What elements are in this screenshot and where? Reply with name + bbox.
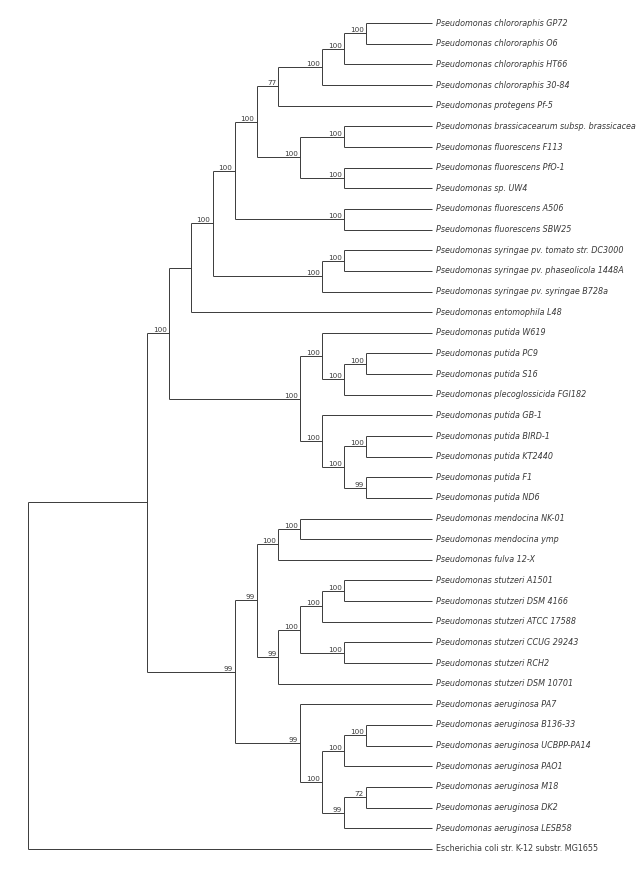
Text: 100: 100	[328, 255, 342, 261]
Text: 100: 100	[153, 327, 167, 333]
Text: Pseudomonas aeruginosa UCBPP-PA14: Pseudomonas aeruginosa UCBPP-PA14	[436, 741, 590, 750]
Text: 100: 100	[328, 43, 342, 49]
Text: Pseudomonas aeruginosa PAO1: Pseudomonas aeruginosa PAO1	[436, 762, 562, 771]
Text: Pseudomonas aeruginosa B136-33: Pseudomonas aeruginosa B136-33	[436, 720, 575, 730]
Text: Pseudomonas chlororaphis HT66: Pseudomonas chlororaphis HT66	[436, 60, 567, 69]
Text: 100: 100	[328, 214, 342, 219]
Text: Escherichia coli str. K-12 substr. MG1655: Escherichia coli str. K-12 substr. MG165…	[436, 844, 598, 854]
Text: Pseudomonas aeruginosa M18: Pseudomonas aeruginosa M18	[436, 782, 558, 792]
Text: Pseudomonas stutzeri ATCC 17588: Pseudomonas stutzeri ATCC 17588	[436, 617, 576, 626]
Text: Pseudomonas fluorescens SBW25: Pseudomonas fluorescens SBW25	[436, 225, 571, 234]
Text: Pseudomonas putida F1: Pseudomonas putida F1	[436, 473, 532, 482]
Text: Pseudomonas stutzeri CCUG 29243: Pseudomonas stutzeri CCUG 29243	[436, 638, 578, 647]
Text: 100: 100	[307, 270, 320, 276]
Text: 100: 100	[307, 350, 320, 356]
Text: Pseudomonas putida S16: Pseudomonas putida S16	[436, 370, 537, 378]
Text: 99: 99	[333, 807, 342, 813]
Text: Pseudomonas plecoglossicida FGI182: Pseudomonas plecoglossicida FGI182	[436, 390, 586, 399]
Text: 72: 72	[355, 791, 364, 797]
Text: Pseudomonas putida GB-1: Pseudomonas putida GB-1	[436, 411, 542, 419]
Text: 100: 100	[284, 623, 298, 630]
Text: Pseudomonas brassicacearum subsp. brassicacearum NFM421: Pseudomonas brassicacearum subsp. brassi…	[436, 122, 636, 131]
Text: Pseudomonas stutzeri RCH2: Pseudomonas stutzeri RCH2	[436, 658, 549, 668]
Text: 99: 99	[223, 665, 232, 671]
Text: 99: 99	[355, 481, 364, 487]
Text: Pseudomonas mendocina NK-01: Pseudomonas mendocina NK-01	[436, 514, 564, 523]
Text: 99: 99	[267, 651, 276, 657]
Text: Pseudomonas sp. UW4: Pseudomonas sp. UW4	[436, 184, 527, 193]
Text: 100: 100	[328, 647, 342, 653]
Text: Pseudomonas putida KT2440: Pseudomonas putida KT2440	[436, 453, 553, 461]
Text: 100: 100	[307, 600, 320, 606]
Text: Pseudomonas chlororaphis 30-84: Pseudomonas chlororaphis 30-84	[436, 80, 569, 90]
Text: 100: 100	[307, 61, 320, 67]
Text: Pseudomonas chlororaphis GP72: Pseudomonas chlororaphis GP72	[436, 18, 567, 28]
Text: Pseudomonas syringae pv. tomato str. DC3000: Pseudomonas syringae pv. tomato str. DC3…	[436, 246, 623, 255]
Text: Pseudomonas aeruginosa DK2: Pseudomonas aeruginosa DK2	[436, 803, 557, 812]
Text: 100: 100	[350, 440, 364, 446]
Text: Pseudomonas fluorescens A506: Pseudomonas fluorescens A506	[436, 204, 563, 214]
Text: Pseudomonas aeruginosa LESB58: Pseudomonas aeruginosa LESB58	[436, 824, 571, 833]
Text: 100: 100	[350, 729, 364, 735]
Text: 100: 100	[284, 392, 298, 399]
Text: 100: 100	[328, 172, 342, 178]
Text: Pseudomonas mendocina ymp: Pseudomonas mendocina ymp	[436, 535, 558, 544]
Text: Pseudomonas syringae pv. syringae B728a: Pseudomonas syringae pv. syringae B728a	[436, 287, 607, 296]
Text: 100: 100	[307, 776, 320, 781]
Text: Pseudomonas fluorescens F113: Pseudomonas fluorescens F113	[436, 142, 562, 152]
Text: 100: 100	[350, 28, 364, 33]
Text: Pseudomonas stutzeri DSM 10701: Pseudomonas stutzeri DSM 10701	[436, 679, 573, 688]
Text: Pseudomonas fulva 12-X: Pseudomonas fulva 12-X	[436, 555, 535, 564]
Text: 100: 100	[263, 538, 276, 544]
Text: 100: 100	[350, 358, 364, 364]
Text: Pseudomonas entomophila L48: Pseudomonas entomophila L48	[436, 308, 562, 317]
Text: Pseudomonas stutzeri DSM 4166: Pseudomonas stutzeri DSM 4166	[436, 596, 568, 606]
Text: 100: 100	[197, 217, 211, 223]
Text: 99: 99	[289, 737, 298, 743]
Text: Pseudomonas putida BIRD-1: Pseudomonas putida BIRD-1	[436, 432, 550, 440]
Text: 99: 99	[245, 595, 254, 601]
Text: 100: 100	[328, 131, 342, 137]
Text: Pseudomonas syringae pv. phaseolicola 1448A: Pseudomonas syringae pv. phaseolicola 14…	[436, 266, 623, 276]
Text: 100: 100	[284, 523, 298, 529]
Text: Pseudomonas aeruginosa PA7: Pseudomonas aeruginosa PA7	[436, 700, 556, 709]
Text: Pseudomonas fluorescens PfO-1: Pseudomonas fluorescens PfO-1	[436, 163, 564, 172]
Text: 100: 100	[328, 373, 342, 379]
Text: Pseudomonas putida PC9: Pseudomonas putida PC9	[436, 349, 537, 358]
Text: Pseudomonas stutzeri A1501: Pseudomonas stutzeri A1501	[436, 576, 553, 585]
Text: 100: 100	[240, 116, 254, 122]
Text: Pseudomonas chlororaphis O6: Pseudomonas chlororaphis O6	[436, 39, 557, 48]
Text: 100: 100	[284, 152, 298, 157]
Text: Pseudomonas putida ND6: Pseudomonas putida ND6	[436, 494, 539, 502]
Text: 100: 100	[307, 435, 320, 441]
Text: Pseudomonas putida W619: Pseudomonas putida W619	[436, 328, 545, 337]
Text: 100: 100	[219, 165, 232, 171]
Text: 100: 100	[328, 585, 342, 591]
Text: 77: 77	[267, 80, 276, 86]
Text: Pseudomonas protegens Pf-5: Pseudomonas protegens Pf-5	[436, 101, 553, 110]
Text: 100: 100	[328, 745, 342, 751]
Text: 100: 100	[328, 461, 342, 467]
